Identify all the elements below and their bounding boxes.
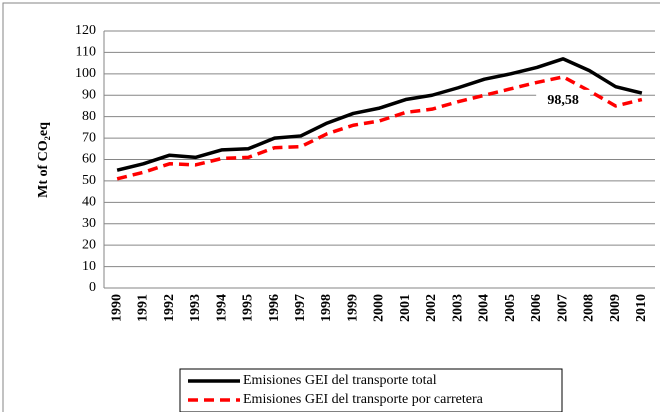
series-line	[116, 57, 643, 172]
x-tick-label: 2003	[450, 294, 465, 322]
y-tick-label: 60	[82, 152, 96, 167]
x-tick-label: 1997	[293, 294, 308, 322]
y-axis-label: Mt of CO₂eq	[36, 122, 51, 198]
y-tick-label: 50	[82, 173, 96, 188]
y-tick-label: 40	[82, 195, 96, 210]
x-tick-label: 1999	[345, 294, 360, 322]
x-tick-label: 1991	[136, 294, 151, 322]
data-label-bg	[536, 89, 591, 112]
y-tick-label: 90	[82, 87, 96, 102]
y-tick-label: 10	[82, 259, 96, 274]
legend-label: Emisiones GEI del transporte por carrete…	[243, 392, 484, 407]
x-tick-label: 2002	[424, 294, 439, 322]
x-tick-label: 2009	[608, 294, 623, 322]
x-tick-label: 2007	[555, 294, 570, 322]
x-tick-label: 1996	[267, 294, 282, 322]
y-tick-label: 0	[89, 280, 96, 295]
x-tick-label: 2004	[477, 294, 492, 322]
x-tick-label: 2006	[529, 294, 544, 322]
series-line	[116, 75, 643, 181]
x-tick-label: 2005	[503, 294, 518, 322]
x-tick-label: 1994	[214, 294, 229, 322]
data-label: 98,58	[547, 93, 579, 108]
y-tick-label: 80	[82, 109, 96, 124]
legend-box	[179, 368, 563, 412]
y-tick-label: 110	[76, 45, 96, 60]
y-tick-label: 120	[75, 23, 96, 38]
x-tick-label: 1990	[109, 294, 124, 322]
legend-label: Emisiones GEI del transporte total	[243, 373, 437, 388]
x-tick-label: 2000	[372, 294, 387, 322]
y-tick-label: 20	[82, 237, 96, 252]
x-tick-label: 1995	[241, 294, 256, 322]
x-tick-label: 2010	[634, 294, 649, 322]
y-tick-label: 100	[75, 66, 96, 81]
x-tick-label: 1993	[188, 294, 203, 322]
y-tick-label: 30	[82, 216, 96, 231]
x-tick-label: 2008	[582, 294, 597, 322]
x-tick-label: 1992	[162, 294, 177, 322]
x-tick-label: 2001	[398, 294, 413, 322]
x-tick-label: 1998	[319, 294, 334, 322]
y-tick-label: 70	[82, 130, 96, 145]
